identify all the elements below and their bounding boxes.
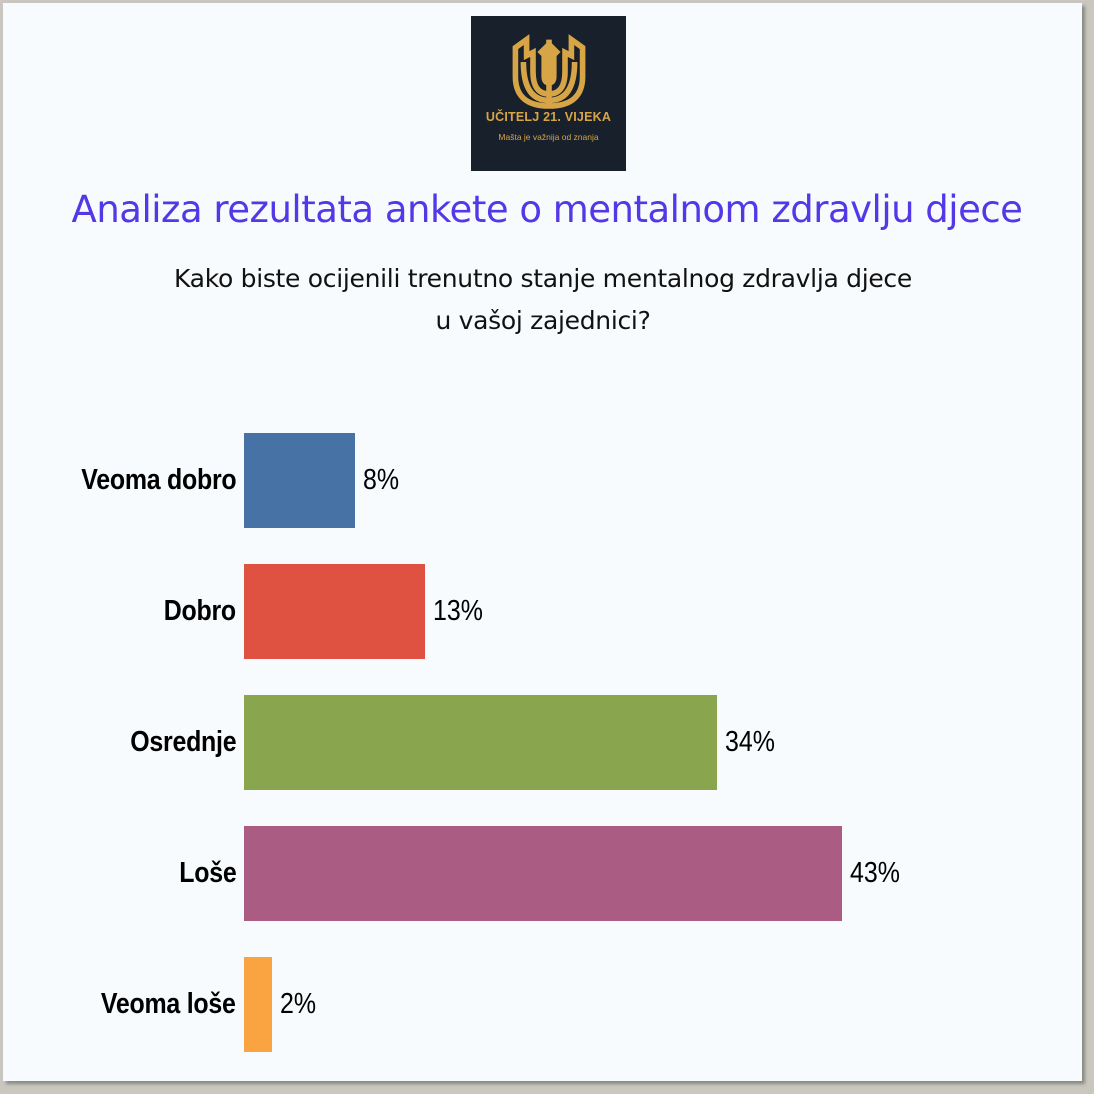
bar (244, 826, 842, 921)
category-label: Dobro (163, 595, 236, 627)
bar-row: Osrednje 34% (0, 695, 1094, 790)
survey-question: Kako biste ocijenili trenutno stanje men… (0, 258, 1086, 342)
value-label: 13% (433, 595, 483, 627)
category-label: Loše (178, 857, 236, 889)
logo-tagline: Mašta je važnija od znanja (498, 132, 599, 142)
category-label: Veoma loše (101, 988, 236, 1020)
page-title: Analiza rezultata ankete o mentalnom zdr… (71, 188, 1023, 231)
survey-question-line2: u vašoj zajednici? (435, 306, 651, 335)
bar (244, 695, 717, 790)
value-label: 8% (363, 464, 400, 496)
logo-title: UČITELJ 21. VIJEKA (485, 110, 612, 124)
logo: UČITELJ 21. VIJEKA Mašta je važnija od z… (471, 16, 626, 171)
menorah-shield-icon (512, 34, 586, 109)
bar-row: Veoma dobro 8% (0, 433, 1094, 528)
value-label: 34% (725, 726, 775, 758)
category-label: Osrednje (129, 726, 236, 758)
category-label: Veoma dobro (80, 464, 236, 496)
bar-row: Dobro 13% (0, 564, 1094, 659)
bar-row: Loše 43% (0, 826, 1094, 921)
bar-row: Veoma loše 2% (0, 957, 1094, 1052)
value-label: 2% (280, 988, 317, 1020)
bar (244, 433, 355, 528)
survey-question-line1: Kako biste ocijenili trenutno stanje men… (174, 264, 912, 293)
value-label: 43% (850, 857, 900, 889)
bar (244, 957, 272, 1052)
bar (244, 564, 425, 659)
